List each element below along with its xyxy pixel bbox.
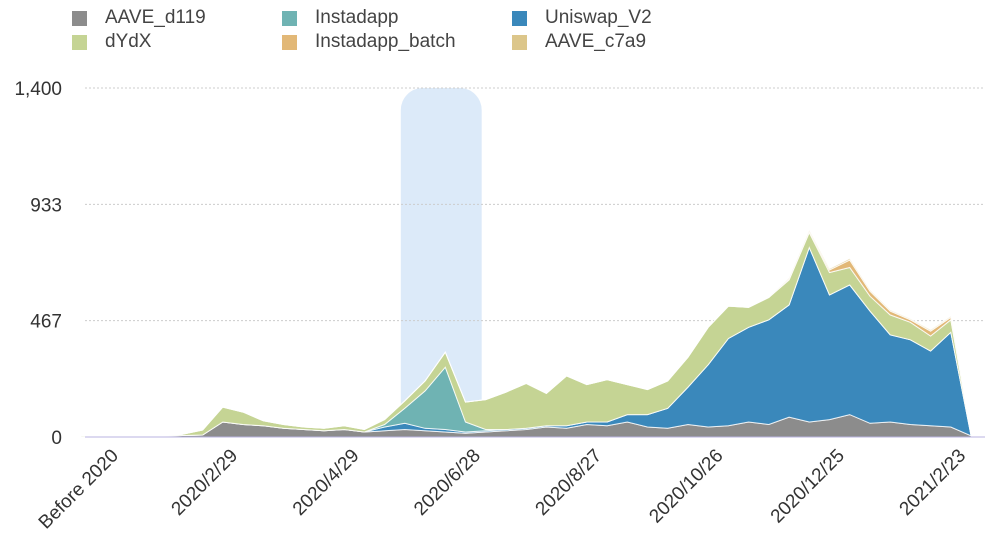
x-tick-label: Before 2020: [35, 445, 123, 533]
legend-swatch: [512, 34, 527, 50]
legend-item[interactable]: dYdX: [72, 30, 282, 54]
y-tick-label: 1,400: [14, 79, 62, 100]
x-tick-label: 2021/2/23: [896, 445, 971, 520]
area-aave-c7a9: [81, 229, 972, 438]
legend-label: AAVE_c7a9: [545, 31, 647, 52]
highlight-band: [400, 88, 482, 437]
legend-swatch: [72, 34, 87, 50]
legend-item[interactable]: Instadapp: [282, 6, 512, 30]
x-tick-label: 2020/4/29: [289, 445, 364, 520]
legend-label: dYdX: [105, 31, 152, 52]
x-tick-label: 2020/8/27: [532, 445, 607, 520]
legend-swatch: [512, 10, 527, 26]
legend-label: Instadapp: [315, 7, 399, 28]
legend-label: Instadapp_batch: [315, 31, 456, 52]
y-tick-label: 467: [30, 312, 62, 333]
x-tick-label: 2020/10/26: [645, 445, 727, 527]
y-tick-label: 0: [51, 428, 62, 449]
legend-swatch: [282, 10, 297, 26]
legend-swatch: [282, 34, 297, 50]
legend: AAVE_d119 Instadapp Uniswap_V2 dYdX Instadap…: [72, 6, 712, 54]
legend-item[interactable]: Uniswap_V2: [512, 6, 712, 30]
x-tick-label: 2020/12/25: [767, 445, 849, 527]
x-tick-label: 2020/2/29: [168, 445, 243, 520]
x-tick-label: 2020/6/28: [410, 445, 485, 520]
legend-item[interactable]: AAVE_d119: [72, 6, 282, 30]
legend-swatch: [72, 10, 87, 26]
y-tick-label: 933: [30, 195, 62, 216]
legend-item[interactable]: AAVE_c7a9: [512, 30, 712, 54]
legend-label: Uniswap_V2: [545, 7, 652, 28]
legend-label: AAVE_d119: [105, 7, 206, 28]
legend-item[interactable]: Instadapp_batch: [282, 30, 512, 54]
